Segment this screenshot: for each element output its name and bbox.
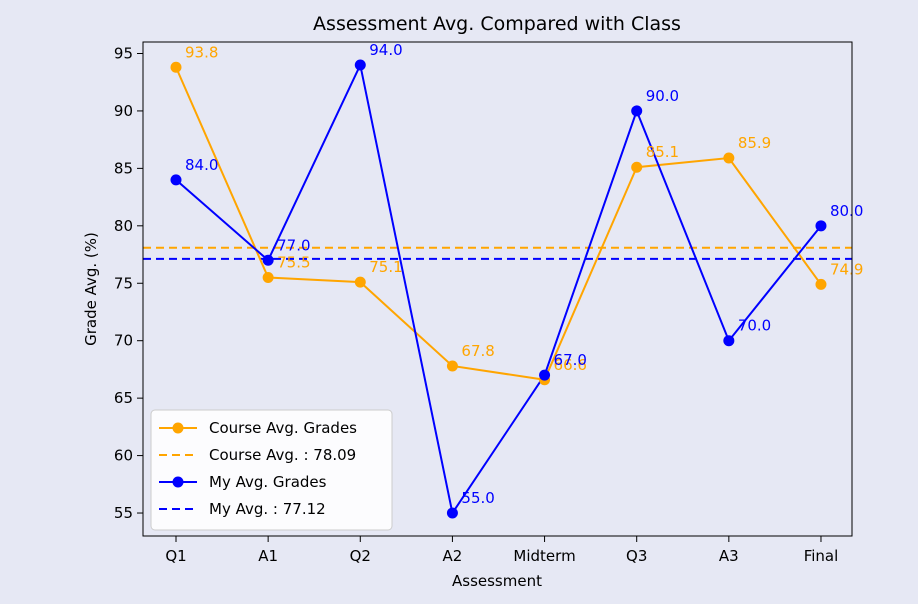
legend: Course Avg. Grades Course Avg. : 78.09 My … — [150, 409, 393, 531]
data-point-1-5 — [631, 105, 643, 117]
legend-label-2: My Avg. Grades — [209, 473, 327, 491]
data-point-1-0 — [170, 174, 182, 186]
plot-area: 93.8 75.5 75.1 67.8 66.6 85.1 85.9 74.9 84.0 77.0… — [114, 41, 863, 565]
legend-marker-2 — [172, 476, 184, 488]
y-tick-label-55: 55 — [114, 504, 133, 522]
x-tick-label-7: Final — [804, 547, 839, 565]
x-tick-label-5: Q3 — [626, 547, 647, 565]
data-label-0-1: 75.5 — [277, 254, 310, 272]
y-axis-label: Grade Avg. (%) — [82, 232, 100, 346]
data-point-1-2 — [354, 59, 366, 71]
x-tick-label-4: Midterm — [513, 547, 575, 565]
x-axis-label: Assessment — [452, 572, 542, 590]
data-point-0-3 — [446, 360, 458, 372]
chart-title: Assessment Avg. Compared with Class — [313, 13, 681, 35]
data-point-0-1 — [262, 272, 274, 284]
data-point-1-4 — [539, 369, 551, 381]
data-label-1-0: 84.0 — [185, 156, 218, 174]
legend-label-0: Course Avg. Grades — [209, 419, 357, 437]
data-point-0-0 — [170, 61, 182, 73]
data-label-0-7: 74.9 — [830, 260, 863, 278]
y-tick-label-60: 60 — [114, 447, 133, 465]
series-line-0 — [175, 66, 822, 381]
data-label-1-3: 55.0 — [461, 489, 494, 507]
data-point-0-7 — [815, 278, 827, 290]
data-label-0-6: 85.9 — [738, 134, 771, 152]
legend-marker-0 — [172, 422, 184, 434]
y-tick-label-65: 65 — [114, 389, 133, 407]
data-point-0-6 — [723, 152, 735, 164]
data-label-0-4: 66.6 — [554, 356, 587, 374]
y-tick-label-80: 80 — [114, 217, 133, 235]
legend-label-3: My Avg. : 77.12 — [209, 500, 326, 518]
x-tick-label-2: Q2 — [350, 547, 371, 565]
legend-label-1: Course Avg. : 78.09 — [209, 446, 356, 464]
plot-frame — [142, 41, 853, 537]
data-point-0-2 — [354, 276, 366, 288]
data-label-0-2: 75.1 — [369, 258, 402, 276]
x-tick-label-3: A2 — [443, 547, 463, 565]
data-label-0-3: 67.8 — [461, 342, 494, 360]
data-label-1-1: 77.0 — [277, 236, 310, 254]
y-tick-label-90: 90 — [114, 102, 133, 120]
data-label-0-0: 93.8 — [185, 43, 218, 61]
data-label-1-5: 90.0 — [646, 87, 679, 105]
x-tick-label-0: Q1 — [165, 547, 186, 565]
data-label-1-2: 94.0 — [369, 41, 402, 59]
data-label-1-6: 70.0 — [738, 317, 771, 335]
y-tick-label-95: 95 — [114, 44, 133, 62]
y-tick-label-75: 75 — [114, 274, 133, 292]
y-tick-label-85: 85 — [114, 159, 133, 177]
x-tick-label-1: A1 — [258, 547, 278, 565]
series-line-1 — [175, 61, 822, 516]
data-point-1-1 — [262, 254, 274, 266]
x-tick-label-6: A3 — [719, 547, 739, 565]
data-point-0-5 — [631, 161, 643, 173]
data-point-1-7 — [815, 220, 827, 232]
data-label-0-5: 85.1 — [646, 143, 679, 161]
data-point-1-3 — [446, 507, 458, 519]
data-point-1-6 — [723, 335, 735, 347]
y-tick-label-70: 70 — [114, 332, 133, 350]
legend-box — [150, 409, 393, 531]
data-label-1-7: 80.0 — [830, 202, 863, 220]
data-label-1-4: 67.0 — [554, 351, 587, 369]
